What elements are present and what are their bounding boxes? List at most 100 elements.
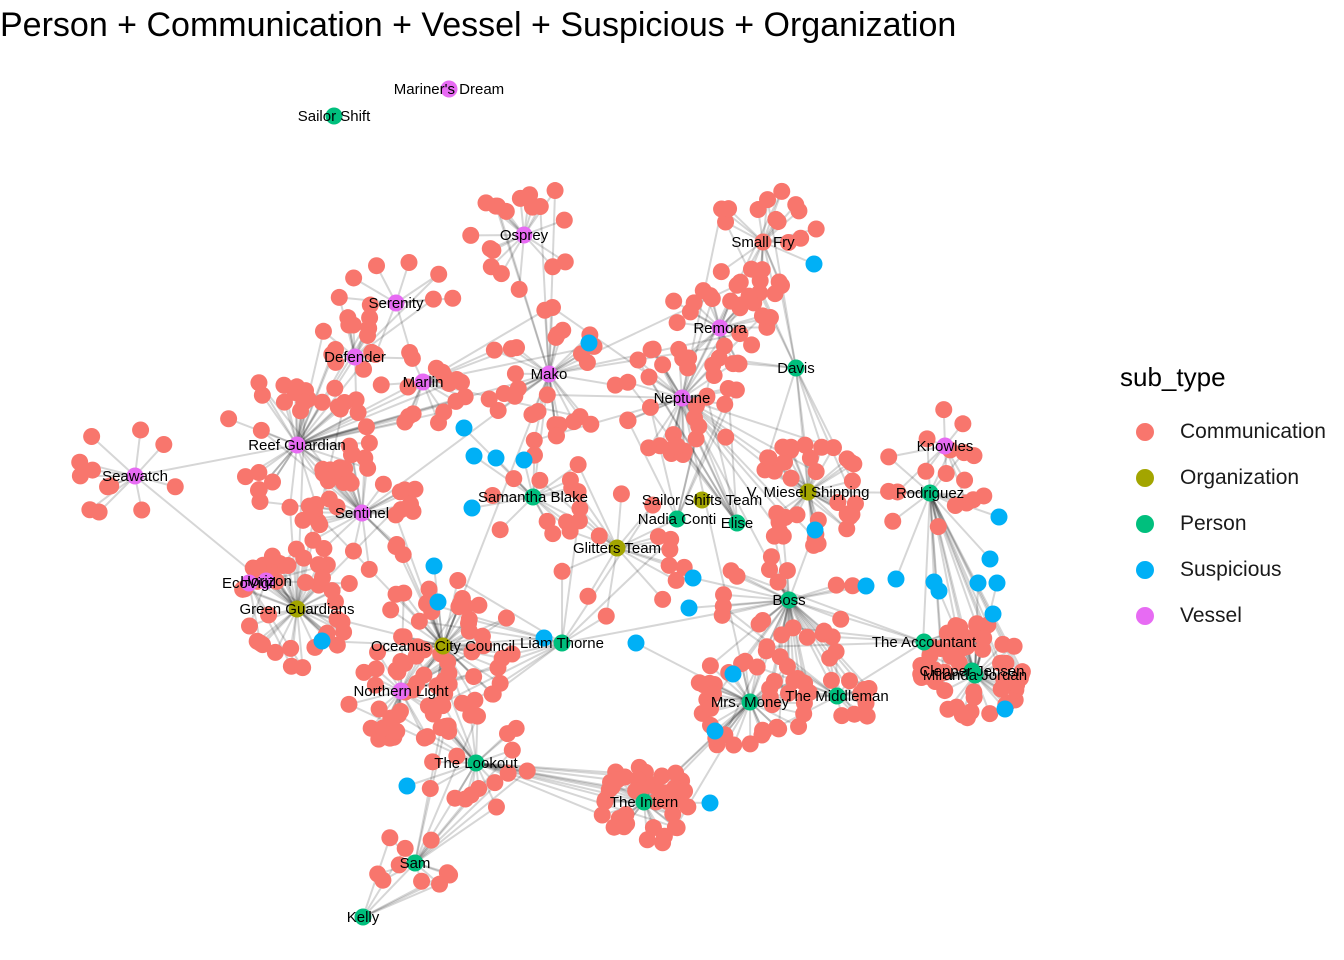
communication-node [770,720,788,738]
graph-edge [616,518,678,549]
graph-edge [442,645,494,695]
communication-node [456,388,474,406]
communication-node [807,220,825,238]
graph-edge [929,492,965,637]
communication-node [340,575,358,593]
suspicious-node [535,629,553,647]
communication-node [314,464,332,482]
node-label-small-fry: Small Fry [731,234,795,251]
graph-edge [260,429,363,514]
graph-edge [744,599,790,662]
graph-edge [616,504,654,549]
graph-edge [929,492,991,560]
communication-node [619,412,637,430]
communication-node [676,782,694,800]
communication-node [655,827,673,845]
communication-node [759,191,777,209]
legend-key-organization [1136,469,1154,487]
communication-node [553,562,571,580]
graph-edge [627,381,683,399]
communication-node [275,393,293,411]
communication-node [1013,663,1031,681]
communication-node [304,531,322,549]
communication-node [236,468,254,486]
communication-node [369,643,387,661]
graph-edge [720,241,764,273]
graph-edge [647,397,683,449]
communication-node [132,421,150,439]
graph-edge [929,492,935,583]
communication-node [511,189,529,207]
graph-edge [649,407,678,520]
graph-edge [650,349,683,399]
communication-node [313,393,331,411]
communication-node [343,445,361,463]
communication-node [1008,676,1026,694]
communication-node [845,705,863,723]
communication-node [798,628,816,646]
node-label-clepper-jensen: Clepper Jensen [919,663,1024,680]
communication-node [470,780,488,798]
node-oceanus-city-council [434,637,452,655]
node-marlin [414,373,432,391]
communication-node [396,839,414,857]
node-label-elise: Elise [721,515,754,532]
graph-edge [296,421,406,446]
communication-node [314,322,332,340]
legend-label-suspicious: Suspicious [1180,558,1282,581]
communication-node [822,671,840,689]
communication-node [294,659,312,677]
suspicious-node [701,794,719,812]
suspicious-node [887,570,905,588]
graph-edge [705,395,738,524]
communication-node [640,368,658,386]
communication-node [415,666,433,684]
graph-edge [442,645,493,695]
node-label-the-intern: The Intern [610,794,678,811]
communication-node [368,257,386,275]
suspicious-node [930,582,948,600]
graph-edge [362,883,440,918]
communication-node [327,353,345,371]
communication-node [569,456,587,474]
communication-node [753,307,771,325]
legend-key-communication [1136,423,1154,441]
node-label-green-guardians: Green Guardians [239,601,354,618]
communication-node [382,601,400,619]
communication-node [694,282,712,300]
suspicious-node [984,605,1002,623]
communication-node [295,393,313,411]
graph-edge [681,307,741,399]
graph-edge [688,599,790,609]
graph-edge [296,411,359,446]
graph-edge [605,547,618,617]
communication-node [841,508,859,526]
communication-node [761,680,779,698]
communication-node [722,292,740,310]
node-miranda-jordan [966,666,984,684]
graph-edge [296,406,339,446]
graph-edge [788,599,842,621]
communication-node [441,866,459,884]
communication-node [485,341,503,359]
legend-item-suspicious: Suspicious [1120,547,1326,593]
communication-node [654,590,672,608]
graph-edge [766,367,797,459]
communication-node [644,496,662,514]
communication-node [638,831,656,849]
graph-edge [288,507,298,610]
communication-node [773,182,791,200]
communication-node [981,705,999,723]
communication-node [704,356,722,374]
communication-node [813,438,831,456]
node-label-sailor-shifts-team: Sailor Shifts Team [642,492,763,509]
node-boss [780,591,798,609]
communication-node [419,697,437,715]
communication-node [579,587,597,605]
communication-node [653,767,671,785]
graph-edge [90,435,136,477]
graph-edge [429,762,477,790]
communication-node [555,211,573,229]
graph-edge [616,547,670,551]
communication-node [950,654,968,672]
